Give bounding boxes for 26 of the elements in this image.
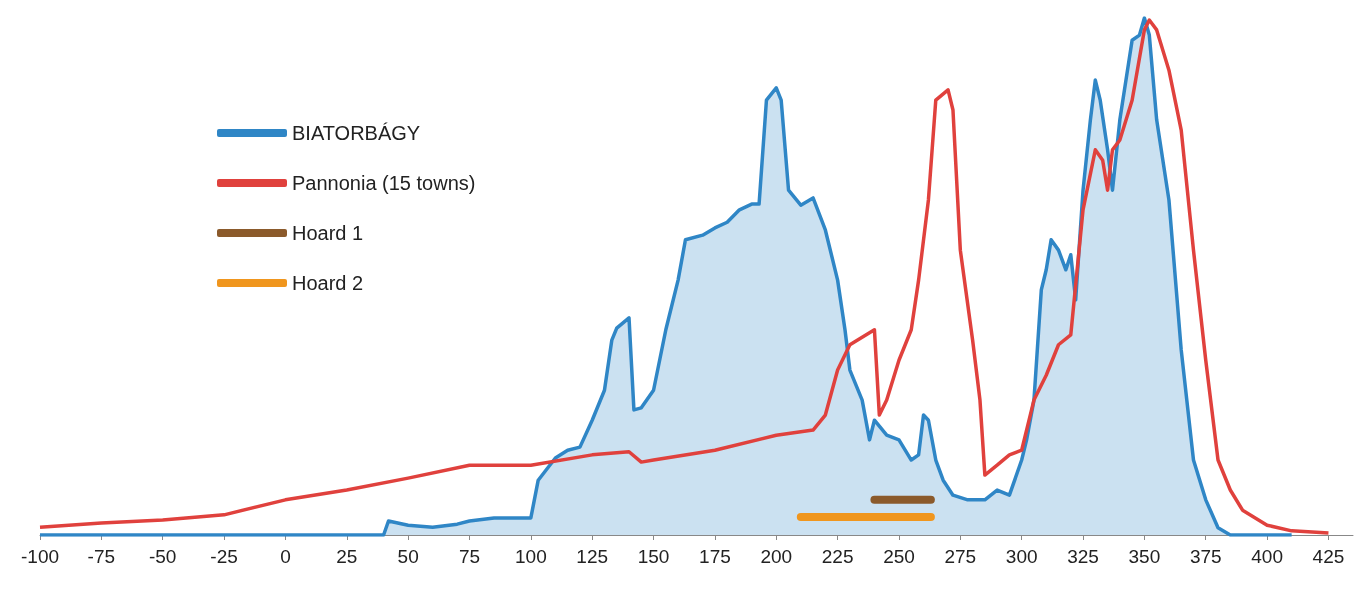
legend-label: Hoard 1 <box>292 222 364 244</box>
x-tick-label: 300 <box>1005 546 1038 567</box>
x-tick-label: 100 <box>514 546 547 567</box>
x-tick-label: 175 <box>699 546 731 567</box>
legend-label: Hoard 2 <box>292 272 364 294</box>
x-tick-label: -50 <box>148 546 177 567</box>
legend-label: BIATORBÁGY <box>292 122 421 144</box>
x-tick-label: -25 <box>210 546 238 567</box>
legend-label: Pannonia (15 towns) <box>292 172 476 194</box>
x-tick-label: 225 <box>821 546 854 567</box>
x-tick-label: -75 <box>87 546 116 567</box>
x-tick-label: 75 <box>458 546 481 567</box>
x-tick-label: 250 <box>883 546 915 567</box>
x-tick-label: 200 <box>760 546 793 567</box>
x-tick-label: 325 <box>1067 546 1099 567</box>
x-tick-label: 275 <box>944 546 977 567</box>
x-tick-label: 425 <box>1312 546 1345 567</box>
x-tick-label: 125 <box>576 546 609 567</box>
x-tick-label: 350 <box>1128 546 1161 567</box>
x-tick-label: 50 <box>397 546 419 567</box>
x-tick-label: 400 <box>1251 546 1283 567</box>
x-tick-label: 375 <box>1189 546 1222 567</box>
x-tick-label: 25 <box>336 546 358 567</box>
x-tick-label: 0 <box>280 546 291 567</box>
x-tick-label: -100 <box>20 546 60 567</box>
x-tick-label: 150 <box>637 546 670 567</box>
